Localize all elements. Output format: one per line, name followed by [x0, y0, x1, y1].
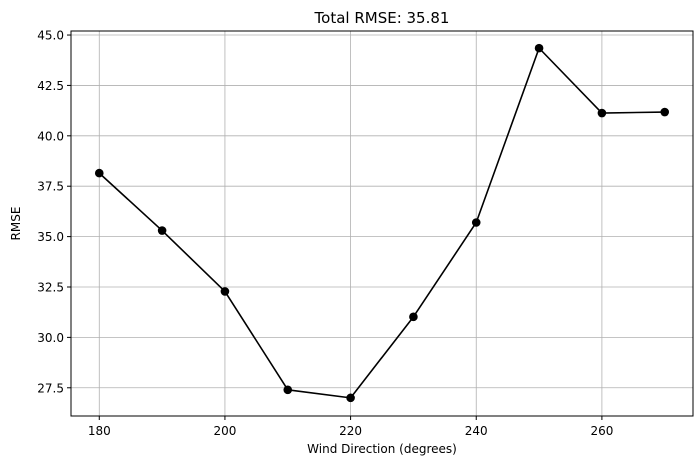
plot-frame — [70, 30, 694, 417]
grid — [71, 31, 693, 416]
data-point — [409, 312, 418, 322]
y-tick-label: 32.5 — [37, 280, 64, 294]
data-point — [220, 287, 230, 296]
x-tick-label: 200 — [213, 424, 236, 438]
y-tick-label: 45.0 — [37, 29, 64, 43]
data-point — [471, 218, 481, 227]
y-tick-label: 40.0 — [37, 129, 64, 143]
y-axis-label: RMSE — [9, 207, 23, 241]
data-point — [534, 43, 544, 53]
y-tick-label: 42.5 — [37, 79, 64, 93]
data-point — [283, 385, 293, 395]
x-tick-label: 220 — [339, 424, 362, 438]
x-axis-label: Wind Direction (degrees) — [307, 442, 457, 456]
data-point — [346, 393, 355, 403]
data-point — [597, 108, 607, 118]
data-point — [660, 107, 670, 117]
data-point — [94, 168, 104, 178]
series-line — [98, 47, 665, 399]
y-tick-label: 37.5 — [37, 180, 64, 194]
axis-ticks: 180 200 220 240 260 27.5 30.0 32.5 35.0 37.5 40.0 4… — [37, 29, 613, 438]
y-tick-label: 27.5 — [37, 381, 64, 395]
data-point — [157, 226, 167, 235]
y-tick-label: 30.0 — [37, 331, 64, 345]
x-tick-label: 180 — [88, 424, 111, 438]
x-tick-label: 240 — [465, 424, 488, 438]
series-layer — [94, 43, 670, 403]
chart-title: Total RMSE: 35.81 — [314, 9, 450, 27]
y-tick-label: 35.0 — [37, 230, 64, 244]
x-tick-label: 260 — [590, 424, 613, 438]
